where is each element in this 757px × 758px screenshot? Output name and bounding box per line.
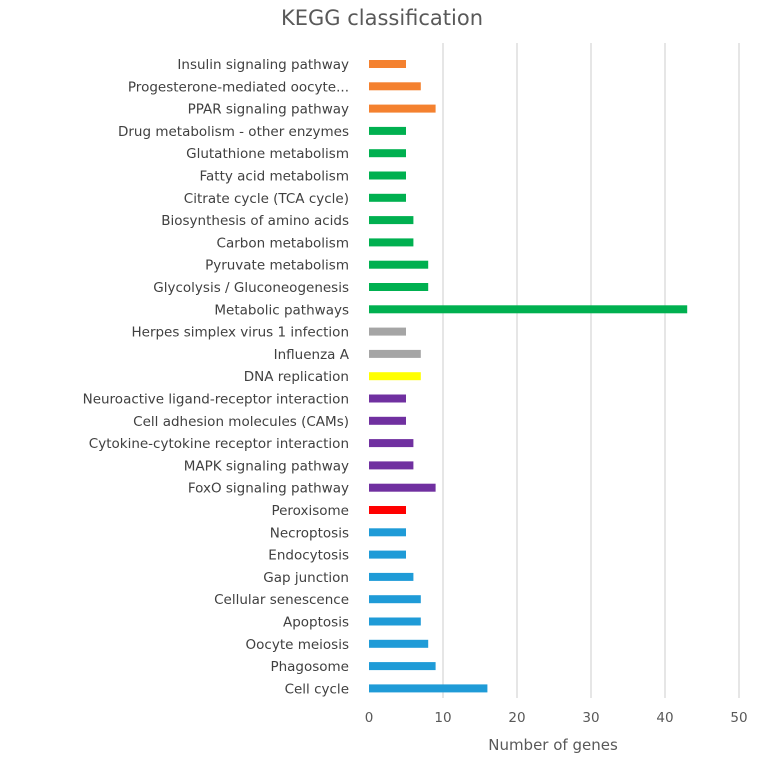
bar [369, 260, 429, 269]
category-label: Fatty acid metabolism [199, 169, 349, 185]
bar [369, 60, 406, 68]
x-axis-title: Number of genes [488, 736, 618, 754]
x-tick-label: 0 [365, 710, 374, 726]
category-label: Peroxisome [271, 503, 349, 519]
category-label: Metabolic pathways [214, 302, 349, 318]
bar [369, 639, 429, 648]
category-label: FoxO signaling pathway [188, 481, 349, 497]
bar [369, 126, 406, 135]
bar [369, 305, 688, 314]
category-label: Insulin signaling pathway [177, 57, 349, 73]
category-label: Cell adhesion molecules (CAMs) [133, 414, 349, 430]
bar [369, 483, 436, 492]
category-label: Citrate cycle (TCA cycle) [184, 191, 349, 207]
bar [369, 528, 406, 537]
category-label: Progesterone-mediated oocyte... [128, 79, 349, 95]
category-label: Neuroactive ligand-receptor interaction [83, 392, 349, 408]
bar [369, 461, 414, 470]
bar [369, 416, 406, 425]
bar [369, 439, 414, 448]
bar [369, 193, 406, 202]
category-label: Influenza A [274, 347, 350, 363]
bar [369, 572, 414, 581]
category-label: PPAR signaling pathway [188, 102, 349, 118]
bar [369, 216, 414, 225]
x-tick-label: 20 [508, 710, 525, 726]
bar [369, 372, 421, 381]
x-tick-label: 50 [730, 710, 747, 726]
category-labels: Insulin signaling pathway Progesterone-me… [83, 57, 350, 697]
category-label: Endocytosis [268, 548, 349, 564]
category-label: Necroptosis [270, 525, 349, 541]
bar [369, 595, 421, 604]
category-label: Glutathione metabolism [186, 146, 349, 162]
x-tick-label: 40 [656, 710, 673, 726]
category-label: Drug metabolism - other enzymes [118, 124, 349, 140]
category-label: Glycolysis / Gluconeogenesis [153, 280, 349, 296]
x-tick-label: 10 [434, 710, 451, 726]
bar [369, 550, 406, 559]
category-label: DNA replication [244, 369, 349, 385]
bar [369, 327, 406, 336]
category-label: Cytokine-cytokine receptor interaction [89, 436, 349, 452]
category-label: Phagosome [270, 659, 349, 675]
category-label: Pyruvate metabolism [205, 258, 349, 274]
bar [369, 662, 436, 671]
bar [369, 171, 406, 180]
chart-title: KEGG classification [281, 6, 483, 30]
category-label: Apoptosis [283, 615, 349, 631]
bar [369, 283, 429, 291]
bar [369, 104, 436, 113]
category-label: Oocyte meiosis [246, 637, 349, 653]
bar [369, 506, 406, 514]
bar [369, 149, 406, 158]
bar [369, 349, 421, 358]
bar [369, 617, 421, 626]
category-label: Herpes simplex virus 1 infection [131, 325, 349, 341]
category-label: MAPK signaling pathway [184, 458, 349, 474]
bars [369, 60, 688, 693]
gridlines [442, 43, 740, 698]
x-tick-labels: 0 10 20 30 40 50 [365, 710, 748, 726]
category-label: Carbon metabolism [217, 235, 349, 251]
category-label: Biosynthesis of amino acids [161, 213, 349, 229]
category-label: Gap junction [263, 570, 349, 586]
category-label: Cellular senescence [214, 592, 349, 608]
bar [369, 238, 414, 247]
bar [369, 394, 406, 403]
x-tick-label: 30 [582, 710, 599, 726]
bar [369, 684, 488, 693]
category-label: Cell cycle [285, 681, 349, 697]
bar [369, 82, 421, 91]
